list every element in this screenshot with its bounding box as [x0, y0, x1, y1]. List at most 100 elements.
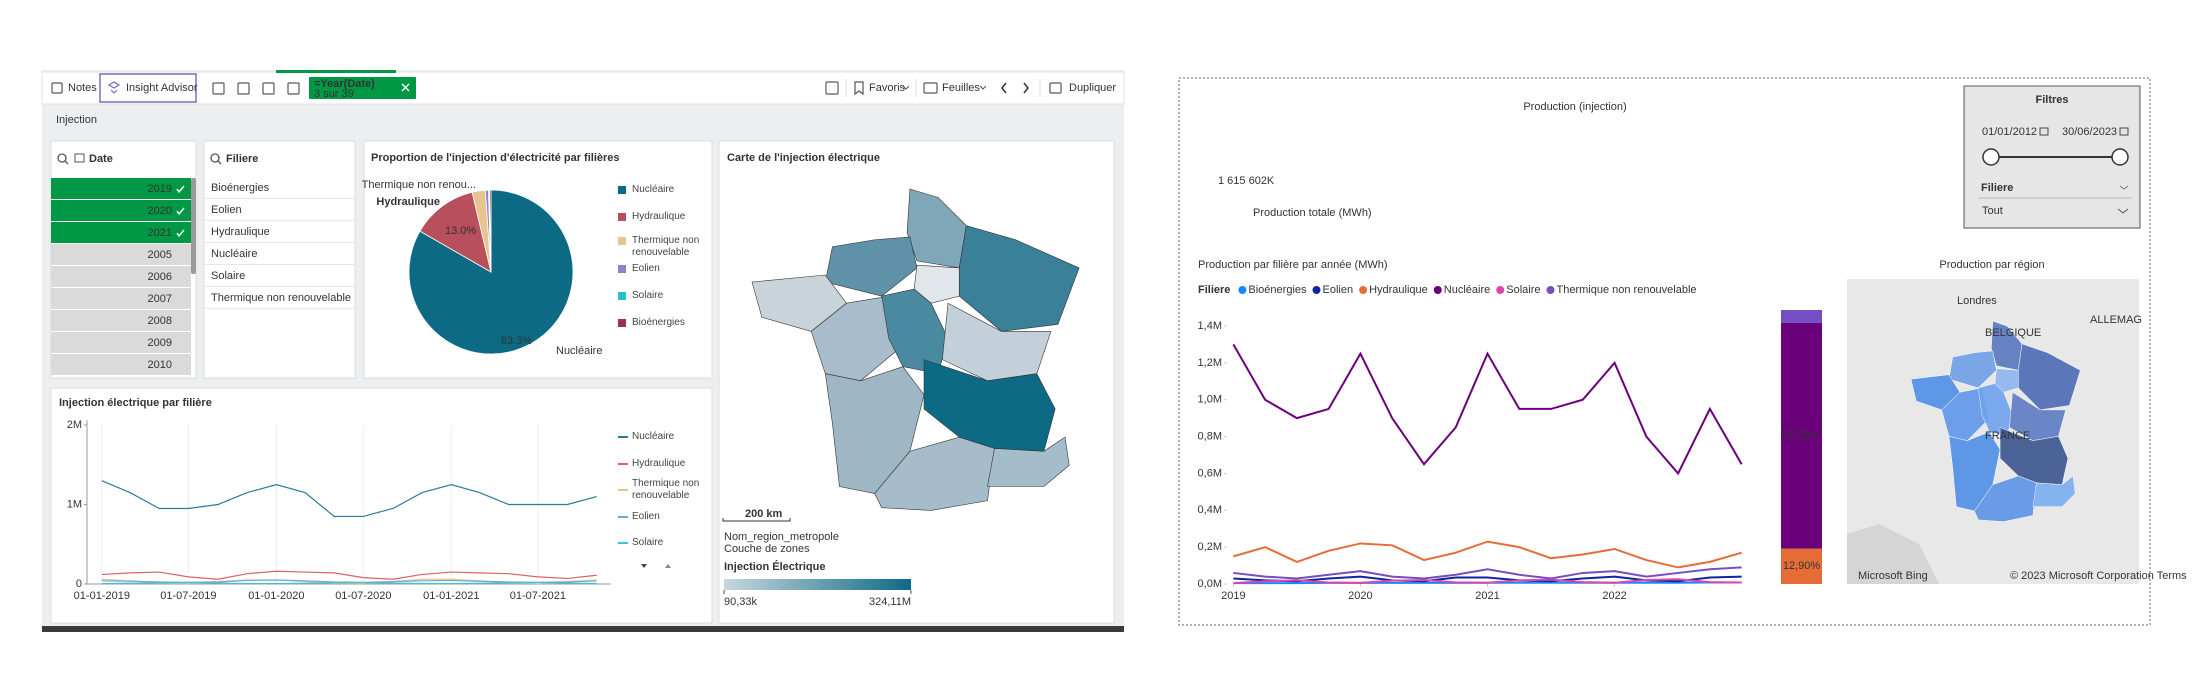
- legend-swatch: [618, 319, 626, 327]
- legend-dot: [1359, 286, 1368, 294]
- legend-label-box: Nucléaire: [632, 431, 674, 442]
- legend-label-box: Solaire: [632, 537, 663, 548]
- date-filter-row[interactable]: [51, 288, 191, 309]
- date-filter-item: 2010: [148, 359, 172, 371]
- insight-advisor-button[interactable]: [99, 73, 197, 103]
- date-filter-row[interactable]: [51, 200, 191, 221]
- line-series: [101, 570, 597, 580]
- duplicate-icon[interactable]: [1049, 82, 1062, 94]
- legend-label: Solaire: [632, 290, 664, 301]
- map-layer-type: Couche de zones: [724, 543, 810, 555]
- grid-icon[interactable]: [825, 81, 839, 95]
- y-tick-label: 0,4M: [1198, 504, 1222, 516]
- filiere-filter-row[interactable]: [205, 243, 354, 264]
- selection-clear[interactable]: [401, 83, 410, 92]
- legend-label: Solaire: [1506, 284, 1540, 296]
- search-lens: [210, 153, 220, 163]
- line-series: [101, 480, 597, 518]
- x-tick-label: 01-07-2019: [160, 590, 216, 602]
- prev-sheet[interactable]: [1001, 82, 1007, 94]
- bar-value-label: 12,90%: [1783, 560, 1821, 572]
- filiere-filter-item: Eolien: [211, 204, 242, 216]
- legend-swatch: [618, 292, 626, 300]
- filiere-filter-label: Filiere: [226, 153, 258, 165]
- y-tick-label: 0: [76, 578, 82, 590]
- chevron: [2119, 185, 2129, 190]
- map-scale-label: 200 km: [745, 508, 783, 520]
- notes-button[interactable]: Notes: [68, 82, 97, 94]
- selection-chip[interactable]: [309, 77, 416, 99]
- date-start: 01/01/2012: [1982, 126, 2037, 138]
- legend-label: Thermique non renouvelable: [1557, 284, 1697, 296]
- next-sheet[interactable]: [1023, 82, 1029, 94]
- y-tick-label: 0,6M: [1198, 467, 1222, 479]
- map-place-label: FRANCE: [1985, 430, 2030, 442]
- date-filter-row[interactable]: [51, 354, 191, 375]
- filiere-filter-item: Thermique non renouvelable: [211, 292, 351, 304]
- x-tick-label: 01-01-2020: [248, 590, 304, 602]
- map-attribution: Microsoft Bing: [1858, 570, 1928, 582]
- y-tick-label: 0,0M: [1198, 578, 1222, 590]
- check-icon: [176, 229, 185, 238]
- filiere-filter-item: Solaire: [211, 270, 245, 282]
- favoris-button[interactable]: Favoris: [869, 82, 906, 94]
- slider-handle[interactable]: [1982, 148, 2000, 166]
- date-filter-label: Date: [89, 153, 113, 165]
- feuilles-button[interactable]: Feuilles: [942, 82, 980, 94]
- map-layer-name: Nom_region_metropole: [724, 531, 839, 543]
- x-tick-label: 2019: [1221, 590, 1245, 602]
- legend-label: Bioénergies: [632, 317, 685, 328]
- x-tick-label: 2021: [1475, 590, 1499, 602]
- date-filter-row[interactable]: [51, 266, 191, 287]
- legend-dot: [1238, 286, 1247, 294]
- filiere-filter-row[interactable]: [205, 199, 354, 220]
- filters-title: Filtres: [2035, 94, 2068, 106]
- pie-outside-label: Hydraulique: [376, 196, 440, 208]
- filter-dropdown[interactable]: Tout: [1982, 205, 2003, 217]
- chevron: [2117, 208, 2129, 214]
- legend-label: Eolien: [632, 263, 660, 274]
- legend-dot: [1496, 286, 1505, 294]
- legend-scroll-down[interactable]: [641, 564, 647, 568]
- selection-tool-icon[interactable]: [287, 82, 300, 95]
- legend-scroll-up[interactable]: [665, 564, 671, 568]
- notes-icon[interactable]: [51, 82, 63, 94]
- filiere-filter-row[interactable]: [205, 287, 354, 308]
- date-filter-row[interactable]: [51, 222, 191, 243]
- dupliquer-button[interactable]: Dupliquer: [1069, 82, 1116, 94]
- legend-dot: [1546, 286, 1555, 294]
- selection-tool-icon[interactable]: [237, 82, 250, 95]
- line-title: Production par filière par année (MWh): [1198, 259, 1388, 271]
- filiere-filter-item: Nucléaire: [211, 248, 257, 260]
- search-handle: [64, 160, 69, 165]
- legend-label-box: Eolien: [632, 511, 660, 522]
- legend-label-box: Nucléaire: [632, 184, 674, 195]
- selection-count: 3 sur 39: [314, 88, 354, 100]
- x-tick-label: 01-01-2019: [74, 590, 130, 602]
- legend-label-box: Eolien: [632, 263, 660, 274]
- date-filter-item: 2005: [148, 249, 172, 261]
- insight-icon: [107, 81, 121, 94]
- calendar-icon: [2039, 127, 2049, 136]
- line-series: [1233, 578, 1742, 585]
- slider-handle[interactable]: [2111, 148, 2129, 166]
- date-filter-row[interactable]: [51, 310, 191, 331]
- legend-label-box: Hydraulique: [632, 211, 685, 222]
- filiere-filter-row[interactable]: [205, 177, 354, 198]
- legend-label: Nucléaire: [1444, 284, 1490, 296]
- x-tick-label: 2020: [1348, 590, 1372, 602]
- pie-title: Proportion de l'injection d'électricité …: [371, 152, 620, 164]
- legend-label-box: Solaire: [632, 290, 664, 301]
- filiere-filter-row[interactable]: [205, 265, 354, 286]
- date-filter-row[interactable]: [51, 178, 191, 199]
- date-filter-row[interactable]: [51, 332, 191, 353]
- line-series: [101, 581, 597, 585]
- selection-tool-icon[interactable]: [212, 82, 225, 95]
- x-tick-label: 2022: [1602, 590, 1626, 602]
- date-filter-row[interactable]: [51, 244, 191, 265]
- filiere-filter-row[interactable]: [205, 221, 354, 242]
- pie-outside-label: Thermique non renou...: [362, 179, 476, 191]
- sheets-icon[interactable]: [923, 82, 938, 94]
- legend-swatch: [618, 213, 626, 221]
